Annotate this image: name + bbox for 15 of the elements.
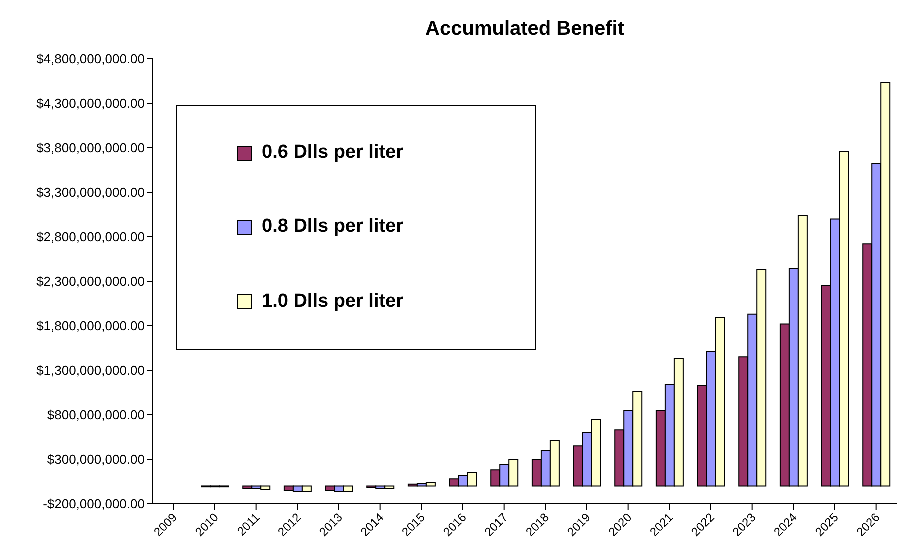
y-tick-label: $2,800,000,000.00 — [36, 230, 145, 245]
y-tick-label: $4,800,000,000.00 — [36, 52, 145, 67]
legend-label: 0.8 Dlls per liter — [262, 216, 404, 238]
y-tick-label: $4,300,000,000.00 — [36, 96, 145, 112]
y-tick-label: $1,300,000,000.00 — [36, 363, 145, 378]
y-tick-label: $3,300,000,000.00 — [36, 185, 145, 200]
chart-title: Accumulated Benefit — [424, 18, 626, 41]
legend-label: 0.6 Dlls per liter — [262, 142, 404, 164]
y-tick-label: $800,000,000.00 — [47, 408, 145, 423]
legend-label: 1.0 Dlls per liter — [262, 290, 404, 313]
y-tick-label: $300,000,000.00 — [47, 452, 145, 468]
y-tick-label: $3,800,000,000.00 — [36, 140, 145, 156]
y-tick-label: $1,800,000,000.00 — [36, 318, 145, 334]
y-tick-label: $2,300,000,000.00 — [36, 274, 145, 290]
y-tick-label: -$200,000,000.00 — [43, 496, 145, 512]
